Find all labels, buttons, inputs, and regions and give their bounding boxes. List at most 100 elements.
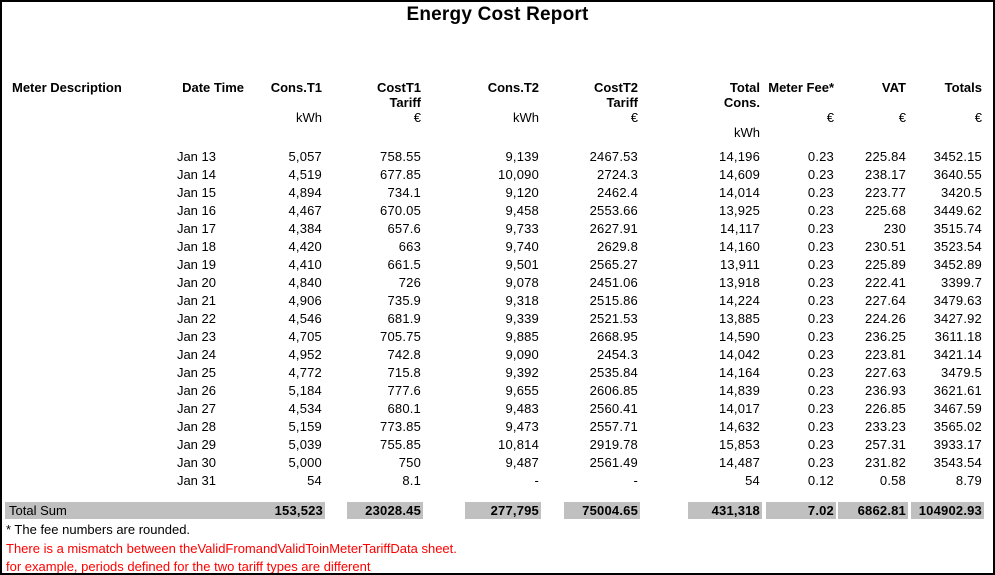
meter-description-cell xyxy=(2,256,172,274)
meter-description-cell xyxy=(2,310,172,328)
value-cell: 3399.7 xyxy=(941,275,982,290)
table-total-section: Total Sum 153,523 23028.45 277,795 75004.65 4… xyxy=(2,490,984,520)
value-cell: 680.1 xyxy=(387,401,421,416)
value-cell: 3611.18 xyxy=(934,329,982,344)
value-cell: 13,918 xyxy=(719,275,760,290)
value-cell: 5,057 xyxy=(288,149,322,164)
value-cell: 230 xyxy=(883,221,906,236)
column-header-cons-t2: Cons.T2 kWh xyxy=(423,80,541,148)
value-cell: 3640.55 xyxy=(933,167,982,182)
meter-description-cell xyxy=(2,292,172,310)
value-cell: 3621.61 xyxy=(933,383,982,398)
value-cell: 2627.91 xyxy=(589,221,638,236)
column-unit: kWh xyxy=(734,125,760,140)
total-value-highlight: 277,795 xyxy=(465,502,541,519)
column-label: Cons.T1 xyxy=(270,80,322,95)
value-cell: 715.8 xyxy=(387,365,421,380)
column-label: Meter Fee* xyxy=(768,80,834,95)
total-value-cell: 104902.93 xyxy=(908,490,984,520)
value-cell: 5,184 xyxy=(288,383,322,398)
value-cell: 222.41 xyxy=(865,275,906,290)
value-cell: 2629.8 xyxy=(597,239,638,254)
table-row: Jan 25 4,772 715.8 9,392 2535.84 14,164 0.23 22… xyxy=(2,364,984,382)
value-cell: 14,609 xyxy=(719,167,760,182)
column-unit xyxy=(762,125,834,140)
value-cell: 230.51 xyxy=(865,239,906,254)
value-cell: 4,906 xyxy=(288,293,322,308)
value-cell: 3515.74 xyxy=(933,221,982,236)
meter-description-cell xyxy=(2,184,172,202)
table-row: Jan 30 5,000 750 9,487 2561.49 14,487 0.23 231.… xyxy=(2,454,984,472)
meter-description-cell xyxy=(2,274,172,292)
table-row: Jan 28 5,159 773.85 9,473 2557.71 14,632 0.23 2… xyxy=(2,418,984,436)
date-cell: Jan 22 xyxy=(176,311,216,326)
table-row: Jan 15 4,894 734.1 9,120 2462.4 14,014 0.23 223… xyxy=(2,184,984,202)
value-cell: 257.31 xyxy=(865,437,906,452)
column-label: Tariff xyxy=(606,95,638,110)
meter-description-cell xyxy=(2,364,172,382)
value-cell: 223.77 xyxy=(865,185,906,200)
column-unit: € xyxy=(826,110,834,125)
value-cell: 54 xyxy=(745,473,760,488)
date-cell: Jan 28 xyxy=(176,419,216,434)
total-sum-row: Total Sum 153,523 23028.45 277,795 75004.65 4… xyxy=(2,490,984,520)
value-cell: 9,339 xyxy=(505,311,539,326)
value-cell: 3565.02 xyxy=(933,419,982,434)
column-label xyxy=(908,95,982,110)
table-row: Jan 16 4,467 670.05 9,458 2553.66 13,925 0.23 2… xyxy=(2,202,984,220)
value-cell: 677.85 xyxy=(380,167,421,182)
value-cell: 0.23 xyxy=(807,365,834,380)
value-cell: 226.85 xyxy=(865,401,906,416)
value-cell: 0.23 xyxy=(807,257,834,272)
column-unit: kWh xyxy=(513,110,539,125)
value-cell: 3479.63 xyxy=(933,293,982,308)
value-cell: - xyxy=(633,473,638,488)
meter-description-cell xyxy=(2,418,172,436)
meter-description-cell xyxy=(2,166,172,184)
value-cell: 2668.95 xyxy=(589,329,638,344)
value-cell: 2557.71 xyxy=(589,419,638,434)
table-row: Jan 17 4,384 657.6 9,733 2627.91 14,117 0.23 23… xyxy=(2,220,984,238)
column-label: Cons.T2 xyxy=(487,80,539,95)
value-cell: 14,839 xyxy=(719,383,760,398)
value-cell: 9,120 xyxy=(505,185,539,200)
value-cell: 4,519 xyxy=(288,167,322,182)
table-row: Jan 13 5,057 758.55 9,139 2467.53 14,196 0.23 2… xyxy=(2,148,984,166)
value-cell: 3452.89 xyxy=(933,257,982,272)
value-cell: 755.85 xyxy=(380,437,421,452)
date-cell: Jan 14 xyxy=(176,167,216,182)
column-header-meter-fee: Meter Fee* € xyxy=(762,80,836,148)
value-cell: 9,090 xyxy=(505,347,539,362)
value-cell: 14,487 xyxy=(719,455,760,470)
value-cell: 670.05 xyxy=(380,203,421,218)
value-cell: 0.23 xyxy=(807,221,834,236)
value-cell: 2521.53 xyxy=(589,311,638,326)
footnotes: * The fee numbers are rounded. There is a… xyxy=(6,521,457,574)
column-label: CostT2 xyxy=(593,80,638,95)
value-cell: 14,164 xyxy=(719,365,760,380)
value-cell: 742.8 xyxy=(387,347,421,362)
date-cell: Jan 16 xyxy=(176,203,216,218)
value-cell: 0.12 xyxy=(807,473,834,488)
value-cell: 0.23 xyxy=(807,149,834,164)
column-header-costt2: CostT2 Tariff € xyxy=(541,80,640,148)
value-cell: 9,392 xyxy=(505,365,539,380)
value-cell: 726 xyxy=(398,275,421,290)
value-cell: 231.82 xyxy=(865,455,906,470)
warning-footnote: for example, periods defined for the two… xyxy=(6,559,371,574)
value-cell: 3427.92 xyxy=(933,311,982,326)
header-row: Meter Description Date Time Cons.T1 kWh … xyxy=(2,80,984,148)
value-cell: 2724.3 xyxy=(597,167,638,182)
table-body: Jan 13 5,057 758.55 9,139 2467.53 14,196 0.23 2… xyxy=(2,148,984,490)
value-cell: 2462.4 xyxy=(597,185,638,200)
value-cell: 4,534 xyxy=(288,401,322,416)
value-cell: - xyxy=(534,473,539,488)
value-cell: 2515.86 xyxy=(589,293,638,308)
total-value-highlight: 75004.65 xyxy=(564,502,640,519)
column-header-total: Total Cons. kWh xyxy=(640,80,762,148)
value-cell: 2451.06 xyxy=(589,275,638,290)
value-cell: 2535.84 xyxy=(589,365,638,380)
value-cell: 9,139 xyxy=(505,149,539,164)
value-cell: 13,885 xyxy=(719,311,760,326)
date-cell: Jan 18 xyxy=(176,239,216,254)
